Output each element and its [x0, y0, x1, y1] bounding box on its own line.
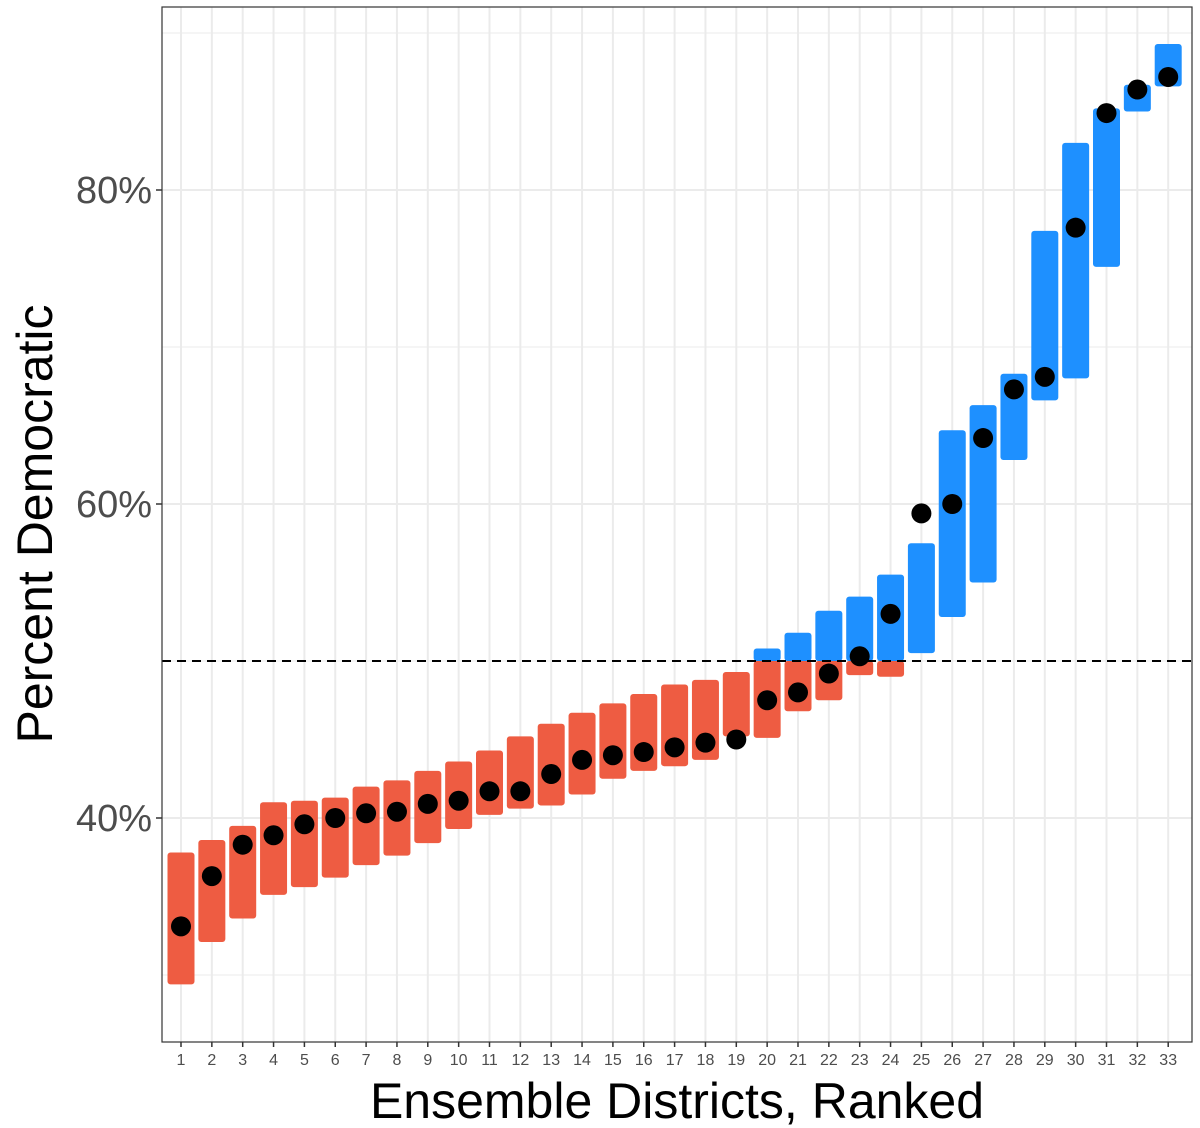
- enacted-point: [726, 729, 747, 750]
- x-tick-label: 10: [450, 1052, 468, 1069]
- enacted-point: [602, 745, 623, 766]
- enacted-point: [417, 793, 438, 814]
- x-tick-label: 2: [207, 1052, 216, 1069]
- enacted-point: [263, 825, 284, 846]
- x-tick-label: 7: [362, 1052, 371, 1069]
- ensemble-range-republican: [599, 703, 627, 779]
- enacted-point: [572, 749, 593, 770]
- y-axis-title: Percent Democratic: [7, 304, 63, 743]
- enacted-point: [1096, 103, 1117, 124]
- x-tick-label: 17: [666, 1052, 684, 1069]
- x-tick-label: 31: [1098, 1052, 1116, 1069]
- ensemble-range-democratic: [1093, 108, 1120, 267]
- x-tick-label: 25: [913, 1052, 931, 1069]
- enacted-point: [541, 764, 562, 785]
- enacted-point: [201, 866, 222, 887]
- x-tick-label: 26: [943, 1052, 961, 1069]
- enacted-point: [1065, 217, 1086, 238]
- x-tick-label: 29: [1036, 1052, 1054, 1069]
- ensemble-range-republican: [722, 671, 750, 737]
- ensemble-range-democratic: [846, 596, 874, 661]
- enacted-point: [386, 801, 407, 822]
- enacted-point: [325, 808, 346, 828]
- x-tick-label: 24: [882, 1052, 900, 1069]
- x-tick-label: 8: [392, 1052, 401, 1069]
- ensemble-range-democratic: [969, 405, 997, 583]
- y-axis-ticks: 40% 60% 80%: [76, 170, 162, 840]
- plot-background: [162, 7, 1192, 1042]
- ensemble-range-republican: [198, 839, 226, 943]
- x-tick-label: 19: [727, 1052, 745, 1069]
- enacted-point: [942, 494, 963, 514]
- x-tick-label: 20: [758, 1052, 776, 1069]
- x-tick-label: 3: [238, 1052, 247, 1069]
- enacted-point: [1034, 366, 1055, 387]
- ensemble-range-democratic: [907, 543, 935, 654]
- ensemble-range-democratic: [938, 430, 966, 618]
- ensemble-range-democratic: [1062, 142, 1090, 379]
- ensemble-range-republican: [352, 786, 380, 866]
- x-tick-label: 16: [635, 1052, 653, 1069]
- enacted-point: [695, 732, 716, 753]
- ensemble-range-republican: [846, 661, 874, 676]
- enacted-points: [171, 66, 1179, 937]
- x-tick-label: 33: [1159, 1052, 1177, 1069]
- enacted-point: [880, 603, 901, 624]
- y-tick-label: 80%: [76, 170, 152, 212]
- x-tick-label: 14: [573, 1052, 591, 1069]
- enacted-point: [171, 916, 191, 937]
- x-axis-ticks: 1 2 3 4 5 6 7 8 9 10 11 12 13 14 15 16 17 18 19 20 21 22 23 24 2…: [177, 1042, 1177, 1069]
- ensemble-range-democratic: [1031, 230, 1059, 401]
- enacted-point: [448, 790, 469, 811]
- x-tick-label: 9: [423, 1052, 432, 1069]
- x-tick-label: 27: [974, 1052, 992, 1069]
- x-tick-label: 1: [177, 1052, 186, 1069]
- enacted-point: [479, 781, 500, 802]
- x-tick-label: 21: [789, 1052, 807, 1069]
- x-tick-label: 6: [331, 1052, 340, 1069]
- enacted-point: [356, 803, 377, 824]
- ensemble-range-republican: [260, 802, 288, 895]
- enacted-point: [818, 663, 839, 684]
- enacted-point: [664, 737, 685, 758]
- y-tick-label: 40%: [76, 798, 152, 840]
- enacted-point: [633, 742, 654, 763]
- ensemble-range-democratic: [815, 610, 843, 661]
- enacted-point: [788, 682, 808, 703]
- x-tick-label: 4: [269, 1052, 278, 1069]
- y-tick-label: 60%: [76, 484, 152, 526]
- ensemble-range-republican: [290, 800, 318, 888]
- x-tick-label: 28: [1005, 1052, 1023, 1069]
- x-tick-label: 11: [481, 1052, 498, 1069]
- x-tick-label: 30: [1067, 1052, 1085, 1069]
- enacted-point: [757, 690, 778, 711]
- ensemble-range-democratic: [784, 632, 812, 661]
- enacted-point: [1127, 79, 1148, 100]
- ensemble-range-democratic: [753, 648, 781, 661]
- x-tick-label: 18: [697, 1052, 715, 1069]
- enacted-point: [232, 834, 253, 855]
- x-tick-label: 5: [300, 1052, 309, 1069]
- ensemble-range-republican: [877, 661, 905, 677]
- enacted-point: [1003, 379, 1024, 400]
- enacted-point: [510, 781, 531, 802]
- x-tick-label: 13: [542, 1052, 560, 1069]
- x-tick-label: 23: [851, 1052, 869, 1069]
- plot-border: [161, 6, 1193, 1043]
- x-tick-label: 15: [604, 1052, 622, 1069]
- x-tick-label: 12: [511, 1052, 529, 1069]
- enacted-point: [294, 814, 315, 835]
- enacted-point: [1158, 66, 1179, 87]
- enacted-point: [849, 646, 870, 667]
- enacted-point: [911, 503, 932, 524]
- x-axis-title: Ensemble Districts, Ranked: [370, 1073, 984, 1128]
- enacted-point: [973, 428, 994, 449]
- x-tick-label: 22: [820, 1052, 838, 1069]
- x-tick-label: 32: [1128, 1052, 1146, 1069]
